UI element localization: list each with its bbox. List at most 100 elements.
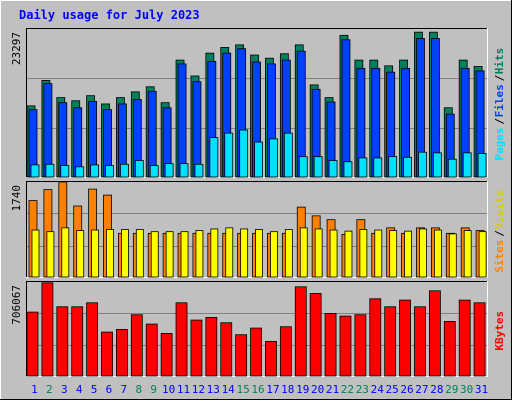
kbytes-bar — [86, 302, 99, 377]
pages-bar — [418, 151, 427, 178]
legend-visits: Visits — [493, 190, 506, 230]
day-label: 9 — [150, 383, 157, 396]
day-label: 18 — [281, 383, 294, 396]
kbytes-bar — [130, 314, 143, 377]
sites-bar — [448, 233, 457, 278]
day-label: 12 — [192, 383, 205, 396]
day-label: 26 — [400, 383, 413, 396]
day-label: 4 — [76, 383, 83, 396]
day-label: 25 — [386, 383, 399, 396]
pages-bar — [134, 160, 144, 178]
day-label: 29 — [445, 383, 458, 396]
pages-bar — [149, 165, 159, 178]
legend-separator: / — [493, 74, 506, 81]
sites-bar — [31, 229, 40, 278]
pages-bar — [105, 165, 114, 178]
files-bar — [147, 90, 157, 178]
pages-bar — [462, 152, 472, 178]
kbytes-bar — [41, 282, 54, 377]
kbytes-bar — [443, 321, 456, 377]
pages-bar — [269, 138, 278, 178]
legend-pages: Pages — [493, 127, 506, 160]
kbytes-bar — [265, 340, 277, 377]
sites-bar — [165, 231, 174, 278]
sites-bar — [299, 227, 308, 278]
sites-bar — [478, 231, 487, 278]
sites-bar — [404, 230, 412, 278]
day-label: 3 — [61, 383, 68, 396]
pages-bar — [298, 156, 308, 178]
day-label: 21 — [326, 383, 339, 396]
day-label: 10 — [162, 383, 175, 396]
sites-bar — [314, 228, 323, 278]
sites-bar — [270, 231, 278, 278]
sites-bar — [284, 229, 293, 278]
sites-bar — [91, 229, 100, 278]
day-label: 22 — [341, 383, 354, 396]
day-label: 2 — [46, 383, 53, 396]
kbytes-bar — [473, 302, 486, 377]
files-bar — [192, 81, 202, 178]
panel-kbytes: 706067 KBytes — [10, 281, 506, 377]
legend-separator: / — [493, 118, 506, 125]
kbytes-bar — [205, 317, 218, 377]
sites-bar — [195, 230, 204, 278]
pages-bar — [477, 153, 487, 178]
sites-bar — [433, 229, 442, 278]
pages-bar — [239, 129, 249, 178]
day-label: 30 — [460, 383, 473, 396]
day-label: 24 — [371, 383, 385, 396]
pages-bar — [194, 163, 204, 178]
day-label: 14 — [222, 383, 236, 396]
pages-bar — [164, 163, 174, 178]
pages-bar — [328, 160, 338, 178]
kbytes-bar — [71, 306, 84, 377]
files-bar — [177, 63, 187, 178]
chart-title: Daily usage for July 2023 — [19, 8, 200, 22]
sites-bar — [255, 229, 263, 278]
kbytes-bar — [220, 322, 233, 377]
panel-1-ymax-label: 1740 — [10, 185, 23, 212]
kbytes-bar — [279, 326, 292, 377]
files-bar — [43, 83, 53, 178]
day-label: 27 — [415, 383, 428, 396]
sites-bar — [419, 228, 427, 278]
day-label: 11 — [177, 383, 190, 396]
day-label: 19 — [296, 383, 309, 396]
kbytes-bar — [458, 299, 471, 377]
pages-bar — [120, 163, 129, 178]
pages-bar — [90, 164, 100, 178]
kbytes-bar — [339, 315, 352, 377]
kbytes-bar — [160, 332, 173, 377]
kbytes-bar — [116, 329, 128, 377]
pages-bar — [358, 157, 368, 178]
kbytes-bar — [324, 313, 337, 377]
panel-sites-visits: 1740 Sites /Visits — [10, 181, 506, 278]
sites-bar — [329, 229, 338, 278]
day-label: 16 — [251, 383, 264, 396]
legend-kbytes: KBytes — [493, 311, 506, 351]
pages-bar — [343, 161, 353, 178]
legend-hits: Hits — [493, 48, 506, 75]
day-label: 1 — [31, 383, 38, 396]
kbytes-bar — [399, 299, 411, 377]
pages-bar — [432, 152, 442, 178]
sites-bar — [76, 230, 85, 278]
day-label: 8 — [135, 383, 142, 396]
pages-bar — [254, 141, 263, 178]
sites-bar — [359, 229, 368, 278]
sites-bar — [344, 230, 353, 278]
kbytes-bar — [414, 306, 426, 377]
pages-bar — [388, 156, 398, 178]
day-label: 7 — [121, 383, 128, 396]
kbytes-bar — [145, 323, 158, 377]
pages-bar — [403, 156, 412, 178]
sites-bar — [374, 229, 383, 278]
day-label: 6 — [106, 383, 113, 396]
legend-files: Files — [493, 84, 506, 117]
kbytes-bar — [190, 319, 203, 377]
sites-bar — [61, 227, 70, 278]
kbytes-bar — [56, 306, 69, 377]
day-label: 20 — [311, 383, 324, 396]
